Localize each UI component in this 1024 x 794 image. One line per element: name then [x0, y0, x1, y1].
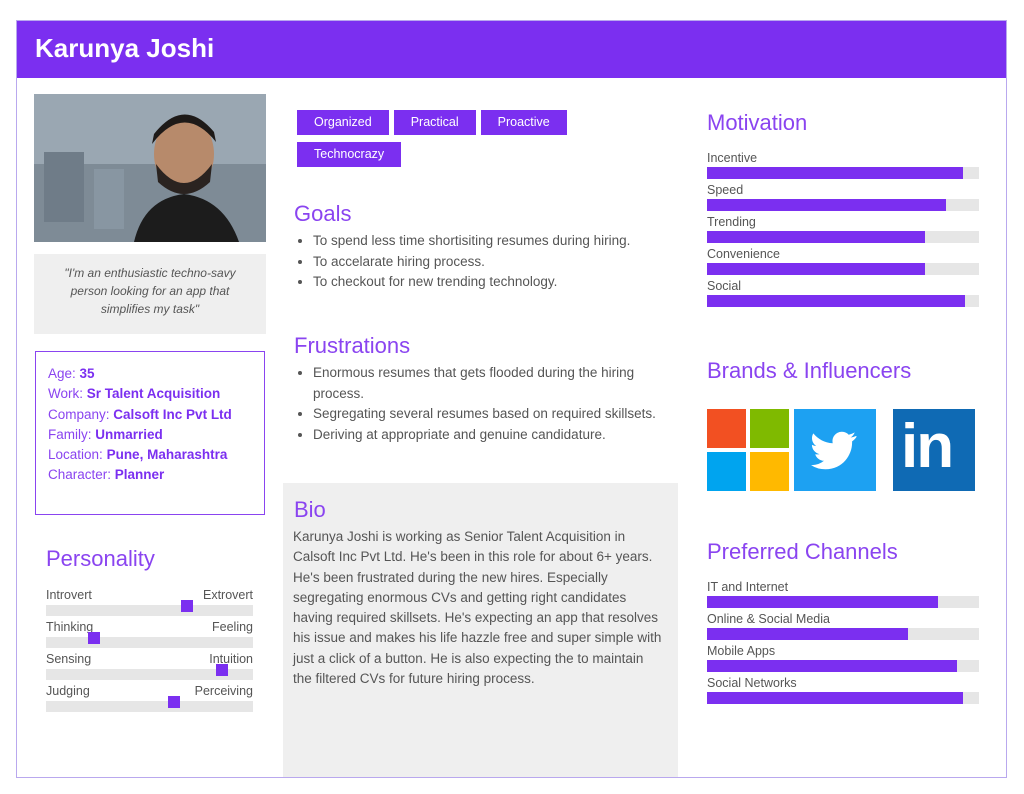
channel-label: Social Networks — [707, 676, 797, 690]
channel-meter: Mobile Apps — [707, 644, 979, 672]
persona-info-box: Age: 35 Work: Sr Talent Acquisition Comp… — [35, 351, 265, 515]
channel-track — [707, 660, 979, 672]
motivation-meter: Incentive — [707, 151, 979, 179]
bio-title: Bio — [294, 497, 326, 522]
trait-left-label: Introvert — [46, 588, 92, 602]
frustration-item: Enormous resumes that gets flooded durin… — [313, 363, 663, 404]
channel-fill — [707, 692, 963, 704]
motivation-fill — [707, 167, 963, 179]
channel-track — [707, 596, 979, 608]
info-work: Work: Sr Talent Acquisition — [48, 386, 221, 402]
tag-practical: Practical — [393, 110, 476, 135]
twitter-logo — [794, 409, 876, 491]
tag-proactive: Proactive — [480, 110, 567, 135]
info-location: Location: Pune, Maharashtra — [48, 447, 228, 463]
motivation-label: Social — [707, 279, 742, 293]
trait-right-label: Extrovert — [202, 588, 253, 602]
motivation-fill — [707, 199, 947, 211]
channel-fill — [707, 628, 909, 640]
persona-name: Karunya Joshi — [35, 33, 215, 63]
channel-meter: Online & Social Media — [707, 612, 979, 640]
trait-left-label: Thinking — [46, 620, 94, 634]
frustrations-title: Frustrations — [294, 333, 411, 358]
motivation-label: Speed — [707, 183, 744, 197]
persona-card: Karunya Joshi "I'm an enthusiastic techn… — [16, 20, 1007, 778]
profile-photo — [34, 94, 266, 242]
trait-right-label: Feeling — [212, 620, 253, 634]
channel-track — [707, 692, 979, 704]
channel-track — [707, 628, 979, 640]
channel-label: IT and Internet — [707, 580, 789, 594]
motivation-meter: Social — [707, 279, 979, 307]
motivation-title: Motivation — [707, 110, 808, 135]
goals-list: To spend less time shortisiting resumes … — [295, 231, 683, 293]
channel-fill — [707, 596, 939, 608]
goal-item: To spend less time shortisiting resumes … — [313, 231, 683, 252]
trait-marker — [180, 600, 193, 612]
frustrations-list: Enormous resumes that gets flooded durin… — [295, 363, 663, 445]
channels-title: Preferred Channels — [707, 539, 898, 564]
motivation-meter: Trending — [707, 215, 979, 243]
goal-item: To checkout for new trending technology. — [313, 272, 683, 293]
trait-track — [46, 664, 253, 680]
trait-right-label: Intuition — [209, 652, 253, 666]
tag-list: Organized Practical Proactive Technocrazy — [297, 110, 677, 174]
channel-label: Mobile Apps — [707, 644, 776, 658]
info-family: Family: Unmarried — [48, 426, 163, 442]
linkedin-logo: in — [893, 409, 975, 491]
motivation-fill — [707, 231, 925, 243]
channel-label: Online & Social Media — [707, 612, 830, 626]
motivation-label: Trending — [707, 215, 756, 229]
info-age: Age: 35 — [48, 366, 95, 381]
trait-marker — [215, 664, 228, 676]
frustration-item: Segregating several resumes based on req… — [313, 404, 663, 425]
motivation-track — [707, 167, 979, 179]
header-bar: Karunya Joshi — [17, 21, 1006, 78]
microsoft-logo — [707, 409, 789, 491]
motivation-fill — [707, 263, 925, 275]
trait-marker — [87, 632, 100, 644]
goal-item: To accelarate hiring process. — [313, 252, 683, 273]
trait-left-label: Judging — [46, 684, 90, 698]
motivation-meter: Convenience — [707, 247, 979, 275]
trait-right-label: Perceiving — [194, 684, 253, 698]
motivation-label: Incentive — [707, 151, 758, 165]
bio-text: Karunya Joshi is working as Senior Talen… — [293, 529, 662, 687]
channel-meter: IT and Internet — [707, 580, 979, 608]
info-company: Company: Calsoft Inc Pvt Ltd — [48, 406, 232, 422]
motivation-fill — [707, 295, 966, 307]
frustration-item: Deriving at appropriate and genuine cand… — [313, 425, 663, 446]
tag-technocrazy: Technocrazy — [297, 142, 402, 167]
motivation-track — [707, 199, 979, 211]
trait-track — [46, 696, 253, 712]
goals-title: Goals — [294, 201, 352, 226]
channel-meter: Social Networks — [707, 676, 979, 704]
brands-title: Brands & Influencers — [707, 358, 912, 383]
persona-quote: "I'm an enthusiastic techno-savy person … — [34, 254, 266, 334]
trait-track — [46, 600, 253, 616]
personality-title: Personality — [46, 546, 155, 571]
motivation-label: Convenience — [707, 247, 780, 261]
info-character: Character: Planner — [48, 467, 165, 483]
motivation-track — [707, 263, 979, 275]
motivation-track — [707, 231, 979, 243]
bio-panel: Bio Karunya Joshi is working as Senior T… — [283, 483, 678, 777]
trait-left-label: Sensing — [46, 652, 92, 666]
tag-organized: Organized — [297, 110, 389, 135]
trait-track — [46, 632, 253, 648]
trait-marker — [168, 696, 181, 708]
channel-fill — [707, 660, 958, 672]
motivation-track — [707, 295, 979, 307]
motivation-meter: Speed — [707, 183, 979, 211]
linkedin-logo-text: in — [901, 412, 954, 481]
